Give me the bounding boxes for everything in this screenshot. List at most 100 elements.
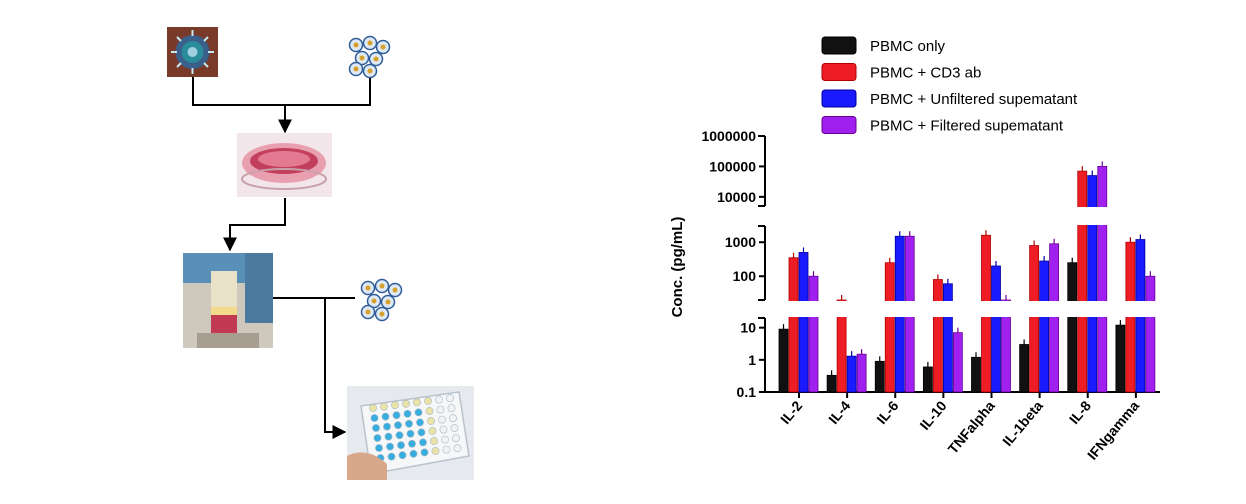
elisa-plate-icon: [347, 386, 474, 480]
plate-well: [428, 427, 437, 435]
bar: [1125, 241, 1136, 393]
legend-label: PBMC only: [870, 38, 946, 55]
plate-well: [383, 422, 391, 431]
plate-well: [436, 405, 445, 414]
legend-label: PBMC + CD3 ab: [870, 65, 981, 82]
y-tick-label: 1: [748, 352, 756, 368]
plate-well: [420, 448, 429, 457]
y-axis-label: Conc. (pg/mL): [669, 217, 686, 318]
chart-bars: [766, 161, 1161, 393]
plate-well: [416, 418, 424, 427]
legend-swatch: [821, 63, 857, 81]
chart-legend: PBMC only PBMC + CD3 ab PBMC + Unfiltered …: [821, 36, 1078, 135]
plate-well: [447, 404, 456, 413]
x-tick-label: IL-2: [777, 397, 805, 427]
plate-well: [417, 428, 426, 437]
plate-well: [381, 412, 390, 421]
bar: [798, 252, 809, 393]
y-tick-label: 1000: [725, 234, 756, 250]
y-tick-label: 1000000: [701, 128, 756, 144]
bar: [1067, 262, 1078, 393]
plate-well: [419, 438, 427, 447]
plate-well: [375, 444, 383, 452]
bar: [846, 355, 857, 393]
bar: [1097, 166, 1108, 393]
y-tick-labels: 0.1 1 10 100 1000 10000 100000 1000000: [701, 128, 756, 400]
pbmc-cells-icon: [360, 278, 403, 322]
y-tick-label: 10000: [717, 189, 756, 205]
bar: [991, 265, 1001, 393]
bar: [788, 257, 799, 393]
virus-icon: [167, 27, 218, 77]
plate-well: [394, 421, 402, 430]
bar: [778, 328, 789, 393]
y-tick-label: 0.1: [737, 384, 757, 400]
plate-well: [373, 434, 382, 442]
plate-well: [427, 417, 435, 425]
bar: [1115, 324, 1126, 393]
bar: [971, 356, 981, 393]
legend-swatch: [821, 36, 857, 55]
bar: [1019, 344, 1030, 393]
bar: [1077, 170, 1088, 393]
plate-well: [425, 407, 434, 415]
legend-label: PBMC + Unfiltered supematant: [870, 91, 1078, 108]
plate-well: [369, 404, 377, 412]
experiment-workflow-diagram: [167, 27, 474, 480]
bar: [808, 275, 819, 393]
plate-well: [398, 451, 407, 460]
bar: [952, 332, 963, 393]
x-tick-label: TNFalpha: [945, 397, 998, 456]
bar: [1049, 243, 1060, 393]
plate-well: [430, 437, 438, 445]
legend-swatch: [821, 116, 857, 134]
axis-break-gap: [766, 301, 1161, 317]
plate-well: [450, 424, 459, 433]
bar: [922, 366, 933, 393]
y-tick-label: 10: [740, 320, 756, 336]
plate-well: [441, 435, 449, 444]
bar: [884, 262, 895, 393]
plate-well: [414, 408, 423, 417]
plate-well: [397, 441, 405, 450]
plate-well: [452, 434, 460, 443]
plate-well: [402, 399, 410, 408]
axis-break-gap: [766, 207, 1161, 225]
plate-well: [392, 411, 401, 420]
plate-well: [372, 424, 380, 432]
workflow-connectors: [192, 76, 371, 439]
bar: [1145, 275, 1156, 393]
x-tick-label: IL-4: [825, 397, 853, 427]
plate-well: [370, 414, 379, 422]
plate-well: [391, 401, 399, 410]
x-tick-label: IL-8: [1066, 397, 1094, 427]
plate-well: [449, 414, 457, 423]
plate-well: [442, 445, 451, 454]
plate-well: [395, 431, 404, 440]
plate-well: [386, 442, 394, 451]
plate-well: [453, 444, 462, 453]
plate-well: [439, 425, 448, 434]
x-tick-label: IL-10: [916, 397, 949, 432]
plate-well: [438, 415, 446, 424]
plate-well: [413, 398, 421, 407]
bar: [1039, 260, 1050, 393]
bar: [826, 374, 837, 393]
plate-well: [406, 429, 415, 438]
cytokine-bar-chart: PBMC only PBMC + CD3 ab PBMC + Unfiltered …: [669, 36, 1161, 463]
plate-well: [446, 394, 454, 403]
y-tick-label: 100000: [709, 158, 756, 174]
pbmc-cells-icon: [348, 35, 391, 79]
x-tick-label: IL-6: [873, 397, 901, 427]
plate-well: [409, 449, 418, 458]
plate-well: [387, 452, 396, 461]
culture-dish-icon: [237, 133, 332, 197]
legend-swatch: [821, 89, 857, 108]
plate-well: [384, 432, 393, 441]
y-tick-label: 100: [733, 268, 757, 284]
x-tick-label: IL-1beta: [999, 397, 1046, 449]
bar: [856, 353, 867, 393]
bar: [942, 283, 953, 393]
plate-well: [408, 439, 416, 448]
